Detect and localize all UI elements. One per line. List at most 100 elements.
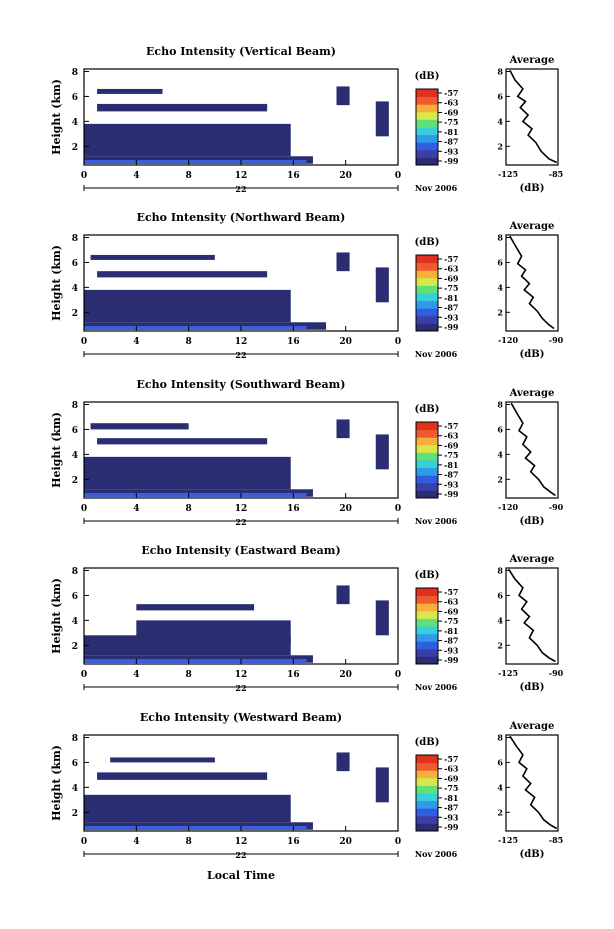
x-tick-label: 0 [81, 670, 87, 680]
avg-y-tick-label: 2 [497, 807, 503, 817]
y-tick-label: 6 [72, 259, 78, 269]
colorbar-tick-label: -99 [444, 822, 459, 832]
avg-x-axis-label: (dB) [520, 183, 545, 194]
panel-2: Echo Intensity (Northward Beam) 2 4 6 8 Heigh… [50, 211, 564, 360]
echo-block [336, 86, 350, 106]
average-profile-line [509, 235, 555, 330]
echo-block [90, 423, 189, 430]
colorbar-tick-label: -93 [444, 645, 459, 655]
colorbar-segment [416, 149, 438, 158]
avg-x-tick-label: -90 [549, 502, 564, 512]
colorbar-segment [416, 127, 438, 136]
echo-block [110, 757, 215, 763]
avg-x-tick-label: -90 [549, 335, 564, 345]
day-label: 22 [235, 184, 246, 194]
colorbar-tick-label: -69 [444, 107, 459, 117]
echo-block [375, 101, 389, 137]
x-tick-label: 4 [133, 504, 139, 514]
echo-block [375, 267, 389, 303]
day-label: 22 [235, 850, 246, 860]
colorbar-segment [416, 490, 438, 499]
avg-x-tick-label: -120 [498, 335, 518, 345]
colorbar-tick-label: -93 [444, 479, 459, 489]
colorbar-tick-label: -81 [444, 127, 458, 137]
avg-y-tick-label: 4 [497, 116, 503, 126]
x-tick-label: 0 [395, 670, 401, 680]
colorbar-segment [416, 815, 438, 824]
x-tick-label: 12 [235, 171, 248, 181]
date-label: Nov 2006 [415, 682, 458, 692]
colorbar-tick-label: -75 [444, 783, 458, 793]
colorbar-tick-label: -63 [444, 764, 459, 774]
x-tick-label: 4 [133, 837, 139, 847]
avg-x-tick-label: -85 [549, 169, 563, 179]
y-tick-label: 4 [72, 617, 78, 627]
x-tick-label: 0 [81, 837, 87, 847]
average-title: Average [509, 721, 555, 732]
y-axis-label: Height (km) [50, 245, 63, 321]
average-frame [505, 567, 559, 665]
y-tick-label: 4 [72, 784, 78, 794]
colorbar-tick-label: -57 [444, 421, 458, 431]
colorbar-frame [415, 254, 439, 332]
colorbar-frame [415, 421, 439, 499]
colorbar-segment [416, 437, 438, 446]
colorbar-tick-label: -87 [444, 303, 458, 313]
colorbar-segment [416, 588, 438, 597]
colorbar-segment [416, 823, 438, 832]
colorbar-segment [416, 482, 438, 491]
day-label: 22 [235, 517, 246, 527]
y-axis-label: Height (km) [50, 578, 63, 654]
x-tick-label: 8 [186, 504, 192, 514]
colorbar-tick-label: -93 [444, 312, 459, 322]
colorbar-segment [416, 429, 438, 438]
echo-block [97, 103, 268, 112]
avg-y-tick-label: 2 [497, 141, 503, 151]
x-tick-label: 20 [339, 670, 352, 680]
avg-x-tick-label: -120 [498, 502, 518, 512]
colorbar-tick-label: -57 [444, 587, 458, 597]
echo-block [136, 604, 255, 611]
echo-block [375, 434, 389, 470]
echo-block [375, 767, 389, 803]
colorbar-tick-label: -87 [444, 470, 458, 480]
echo-block [84, 123, 291, 157]
x-tick-label: 20 [339, 337, 352, 347]
avg-x-tick-label: -125 [498, 668, 518, 678]
colorbar-segment [416, 460, 438, 469]
x-tick-label: 16 [287, 670, 300, 680]
colorbar-tick-label: -57 [444, 754, 458, 764]
colorbar-segment [416, 262, 438, 271]
avg-y-tick-label: 6 [497, 257, 503, 267]
x-tick-label: 8 [186, 171, 192, 181]
avg-x-tick-label: -125 [498, 169, 518, 179]
y-tick-label: 2 [72, 476, 78, 486]
y-tick-label: 2 [72, 309, 78, 319]
y-tick-label: 6 [72, 93, 78, 103]
echo-block [336, 252, 350, 272]
avg-y-tick-label: 8 [497, 66, 503, 76]
colorbar-tick-label: -57 [444, 88, 458, 98]
surface-echo [84, 659, 307, 663]
echo-block [336, 585, 350, 605]
colorbar-tick-label: -69 [444, 773, 459, 783]
x-tick-label: 4 [133, 670, 139, 680]
x-tick-label: 0 [81, 171, 87, 181]
x-tick-label: 0 [81, 504, 87, 514]
colorbar-tick-label: -63 [444, 264, 459, 274]
echo-block [97, 88, 163, 94]
colorbar-segment [416, 157, 438, 166]
colorbar-title: (dB) [415, 237, 440, 248]
surface-echo [84, 160, 307, 164]
panel-title: Echo Intensity (Eastward Beam) [141, 544, 340, 557]
echo-block [90, 254, 215, 260]
colorbar-segment [416, 134, 438, 143]
average-frame [505, 401, 559, 499]
colorbar-tick-label: -75 [444, 616, 458, 626]
x-tick-label: 20 [339, 837, 352, 847]
colorbar-segment [416, 96, 438, 105]
avg-y-tick-label: 6 [497, 424, 503, 434]
x-tick-label: 16 [287, 337, 300, 347]
colorbar-title: (dB) [415, 570, 440, 581]
